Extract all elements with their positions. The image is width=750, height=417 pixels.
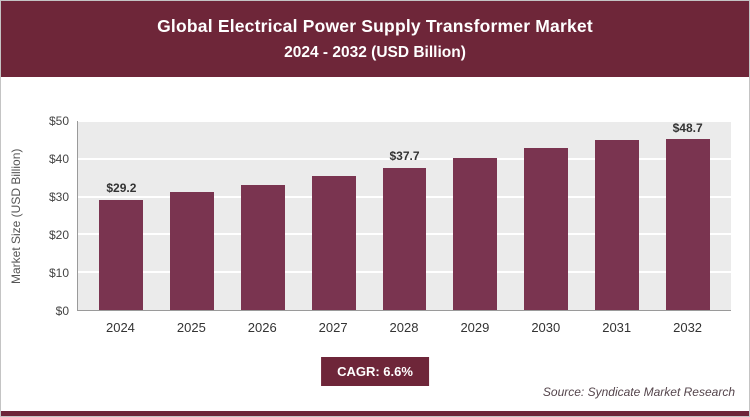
bar-slot [440, 121, 511, 310]
bar [311, 176, 356, 310]
bar [241, 184, 285, 310]
chart-subtitle: 2024 - 2032 (USD Billion) [284, 44, 466, 61]
x-tick-label: 2025 [176, 320, 206, 335]
bar-value-label: $48.7 [672, 121, 703, 135]
chart-header: Global Electrical Power Supply Transform… [1, 1, 749, 77]
y-axis-ticks: $0 $10 $20 $30 $40 $50 [31, 114, 77, 318]
x-tick-label: 2027 [318, 320, 348, 335]
cagr-badge: CAGR: 6.6% [321, 357, 429, 386]
bar [665, 139, 710, 310]
bars: $29.2 $37.7 $48.7 [78, 121, 731, 310]
y-tick-label: $20 [48, 228, 69, 242]
bar [453, 158, 498, 310]
bar-value-label: $37.7 [389, 148, 420, 163]
x-tick-label: 2028 [389, 320, 419, 335]
bottom-accent-strip [1, 411, 749, 416]
bar [524, 147, 569, 310]
x-tick-label: 2024 [105, 320, 135, 335]
gridline [78, 120, 731, 122]
bar-slot: $37.7 [369, 121, 440, 310]
bar-slot: $29.2 [86, 121, 157, 310]
x-tick-label: 2031 [602, 320, 632, 335]
bar-slot [298, 121, 369, 310]
bar-slot [228, 121, 299, 310]
x-tick-label: 2032 [673, 320, 703, 335]
bar-slot: $48.7 [652, 121, 723, 310]
bar [170, 192, 215, 310]
y-tick-label: $50 [48, 114, 69, 128]
gridline [78, 157, 731, 160]
x-tick-label: 2029 [460, 320, 490, 335]
source-note: Source: Syndicate Market Research [542, 385, 735, 399]
x-tick-label: 2030 [531, 320, 561, 335]
y-tick-label: $40 [48, 152, 69, 166]
bar [99, 199, 144, 310]
bar-slot [581, 121, 652, 310]
y-tick-label: $30 [48, 190, 69, 204]
x-tick-label: 2026 [247, 320, 277, 335]
bar-slot [157, 121, 228, 310]
chart-title: Global Electrical Power Supply Transform… [157, 16, 593, 36]
y-tick-label: $10 [48, 266, 69, 280]
bar [382, 167, 427, 310]
bar-slot [511, 121, 582, 310]
bar [594, 139, 639, 310]
chart-section: Market Size (USD Billion) $0 $10 $20 $30 $40… [1, 77, 749, 349]
plot-area: $29.2 $37.7 $48.7 [77, 120, 731, 311]
y-tick-label: $0 [55, 304, 69, 318]
y-axis-title: Market Size (USD Billion) [9, 148, 23, 284]
x-axis-labels: 2024 2025 2026 2027 2028 2029 2030 2031 2032 [77, 311, 731, 347]
chart-footer: CAGR: 6.6% Source: Syndicate Market Rese… [1, 349, 749, 411]
bar-value-label: $29.2 [106, 180, 137, 195]
